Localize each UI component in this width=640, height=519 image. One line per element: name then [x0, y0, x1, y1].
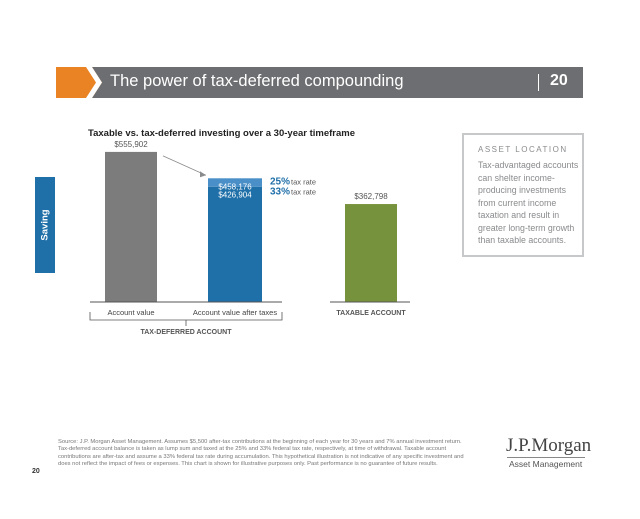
rate-annotation-33: 33% — [270, 187, 290, 198]
footer-page-number: 20 — [32, 468, 40, 475]
bar-taxable-account — [345, 204, 397, 302]
category-label-after-taxes: Account value after taxes — [193, 308, 277, 317]
chevron-arrow-icon — [56, 67, 102, 98]
data-label-taxable-account: $362,798 — [354, 192, 388, 201]
data-label-after-taxes-25: $458,176 — [218, 182, 252, 191]
category-label-account-value: Account value — [107, 308, 154, 317]
logo-divider — [507, 457, 585, 458]
data-label-account-value: $555,902 — [114, 140, 148, 149]
arrow-line — [162, 155, 207, 176]
callout-text: Tax-advantaged accounts can shelter inco… — [478, 160, 579, 245]
section-tab: Saving — [35, 177, 55, 273]
bar-after-taxes-33 — [208, 186, 262, 302]
group-label-tax-deferred: TAX-DEFERRED ACCOUNT — [141, 329, 233, 336]
rate-annotation-33-text: tax rate — [291, 188, 316, 197]
header-divider — [538, 74, 539, 91]
header-bar — [62, 67, 583, 98]
logo-subtitle: Asset Management — [509, 459, 583, 469]
data-label-after-taxes-33: $426,904 — [218, 191, 252, 200]
rate-annotation-25-text: tax rate — [291, 177, 316, 186]
chart-title: Taxable vs. tax-deferred investing over … — [88, 128, 356, 139]
bar-account-value — [105, 151, 157, 302]
asset-location-callout: ASSET LOCATION Tax-advantaged accounts c… — [462, 133, 584, 257]
callout-heading: ASSET LOCATION — [478, 145, 568, 154]
header-page-number: 20 — [550, 72, 568, 89]
rate-annotation-25: 25% — [270, 176, 290, 187]
jpmorgan-logo: J.P.Morgan — [506, 435, 592, 456]
page-title: The power of tax-deferred compounding — [110, 72, 404, 90]
arrow-head — [200, 171, 206, 178]
category-label-taxable-account: TAXABLE ACCOUNT — [336, 310, 406, 317]
bar-after-taxes-25 — [208, 178, 262, 187]
source-footnote: Source: J.P. Morgan Asset Management. As… — [58, 439, 464, 468]
